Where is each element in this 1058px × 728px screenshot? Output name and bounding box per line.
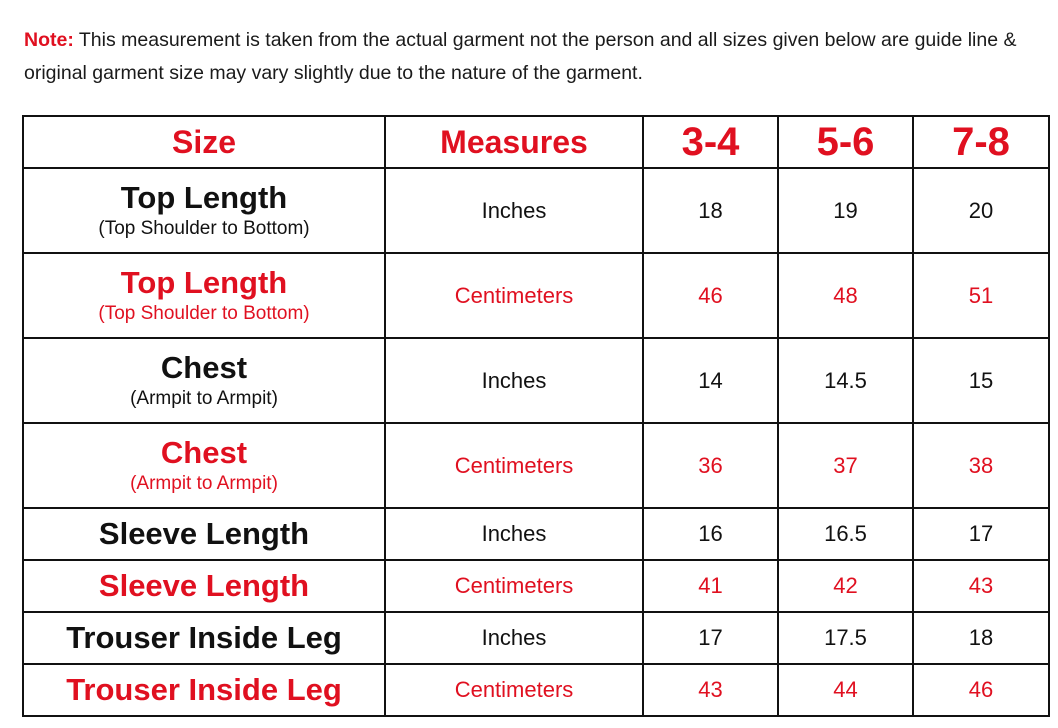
measurement-name: Top Length xyxy=(120,179,288,215)
header-measures: Measures xyxy=(384,115,644,169)
table-row: Top Length (Top Shoulder to Bottom) Centim… xyxy=(22,252,1050,339)
value-cell: 15 xyxy=(912,337,1050,424)
value-cell: 37 xyxy=(777,422,914,509)
value-cell: 16 xyxy=(642,507,779,561)
measurement-name: Sleeve Length xyxy=(98,516,310,551)
note-text: This measurement is taken from the actua… xyxy=(24,29,1017,84)
unit-cell: Inches xyxy=(384,167,644,254)
value-cell: 14 xyxy=(642,337,779,424)
header-size-3-4: 3-4 xyxy=(642,115,779,169)
value-cell: 16.5 xyxy=(777,507,914,561)
value-cell: 19 xyxy=(777,167,914,254)
value-cell: 43 xyxy=(642,663,779,717)
measurement-name-cell: Sleeve Length xyxy=(22,507,386,561)
value-cell: 48 xyxy=(777,252,914,339)
measurement-note: Note: This measurement is taken from the… xyxy=(24,24,1054,90)
unit-cell: Inches xyxy=(384,611,644,665)
measurement-name-cell: Trouser Inside Leg xyxy=(22,663,386,717)
table-row: Trouser Inside Leg Inches 17 17.5 18 xyxy=(22,611,1050,665)
unit-cell: Centimeters xyxy=(384,559,644,613)
value-cell: 17.5 xyxy=(777,611,914,665)
unit-cell: Inches xyxy=(384,507,644,561)
measurement-name: Top Length xyxy=(120,264,288,300)
table-row: Top Length (Top Shoulder to Bottom) Inches… xyxy=(22,167,1050,254)
value-cell: 14.5 xyxy=(777,337,914,424)
value-cell: 18 xyxy=(642,167,779,254)
value-cell: 17 xyxy=(642,611,779,665)
table-row: Sleeve Length Inches 16 16.5 17 xyxy=(22,507,1050,561)
measurement-name: Trouser Inside Leg xyxy=(66,620,342,655)
measurement-name: Trouser Inside Leg xyxy=(66,672,342,707)
value-cell: 17 xyxy=(912,507,1050,561)
measurement-name-cell: Top Length (Top Shoulder to Bottom) xyxy=(22,167,386,254)
value-cell: 38 xyxy=(912,422,1050,509)
unit-cell: Inches xyxy=(384,337,644,424)
header-size-5-6: 5-6 xyxy=(777,115,914,169)
value-cell: 18 xyxy=(912,611,1050,665)
header-row: Size Measures 3-4 5-6 7-8 xyxy=(22,115,1050,169)
measurement-description: (Top Shoulder to Bottom) xyxy=(98,302,310,324)
table-row: Chest (Armpit to Armpit) Inches 14 14.5 15 xyxy=(22,337,1050,424)
measurement-name-cell: Trouser Inside Leg xyxy=(22,611,386,665)
measurement-name-cell: Chest (Armpit to Armpit) xyxy=(22,337,386,424)
measurement-description: (Armpit to Armpit) xyxy=(130,472,278,494)
note-label: Note: xyxy=(24,29,74,51)
value-cell: 42 xyxy=(777,559,914,613)
value-cell: 36 xyxy=(642,422,779,509)
value-cell: 46 xyxy=(642,252,779,339)
header-size: Size xyxy=(22,115,386,169)
header-size-7-8: 7-8 xyxy=(912,115,1050,169)
measurement-description: (Top Shoulder to Bottom) xyxy=(98,217,310,239)
unit-cell: Centimeters xyxy=(384,422,644,509)
size-chart-table: Size Measures 3-4 5-6 7-8 Top Length (Top… xyxy=(22,115,1050,717)
measurement-name-cell: Top Length (Top Shoulder to Bottom) xyxy=(22,252,386,339)
unit-cell: Centimeters xyxy=(384,663,644,717)
measurement-name: Chest xyxy=(160,349,248,385)
value-cell: 43 xyxy=(912,559,1050,613)
value-cell: 41 xyxy=(642,559,779,613)
unit-cell: Centimeters xyxy=(384,252,644,339)
table-row: Sleeve Length Centimeters 41 42 43 xyxy=(22,559,1050,613)
measurement-name-cell: Chest (Armpit to Armpit) xyxy=(22,422,386,509)
measurement-description: (Armpit to Armpit) xyxy=(130,387,278,409)
table-row: Trouser Inside Leg Centimeters 43 44 46 xyxy=(22,663,1050,717)
value-cell: 51 xyxy=(912,252,1050,339)
measurement-name-cell: Sleeve Length xyxy=(22,559,386,613)
value-cell: 44 xyxy=(777,663,914,717)
value-cell: 20 xyxy=(912,167,1050,254)
value-cell: 46 xyxy=(912,663,1050,717)
measurement-name: Sleeve Length xyxy=(98,568,310,603)
table-row: Chest (Armpit to Armpit) Centimeters 36 37 38 xyxy=(22,422,1050,509)
measurement-name: Chest xyxy=(160,434,248,470)
